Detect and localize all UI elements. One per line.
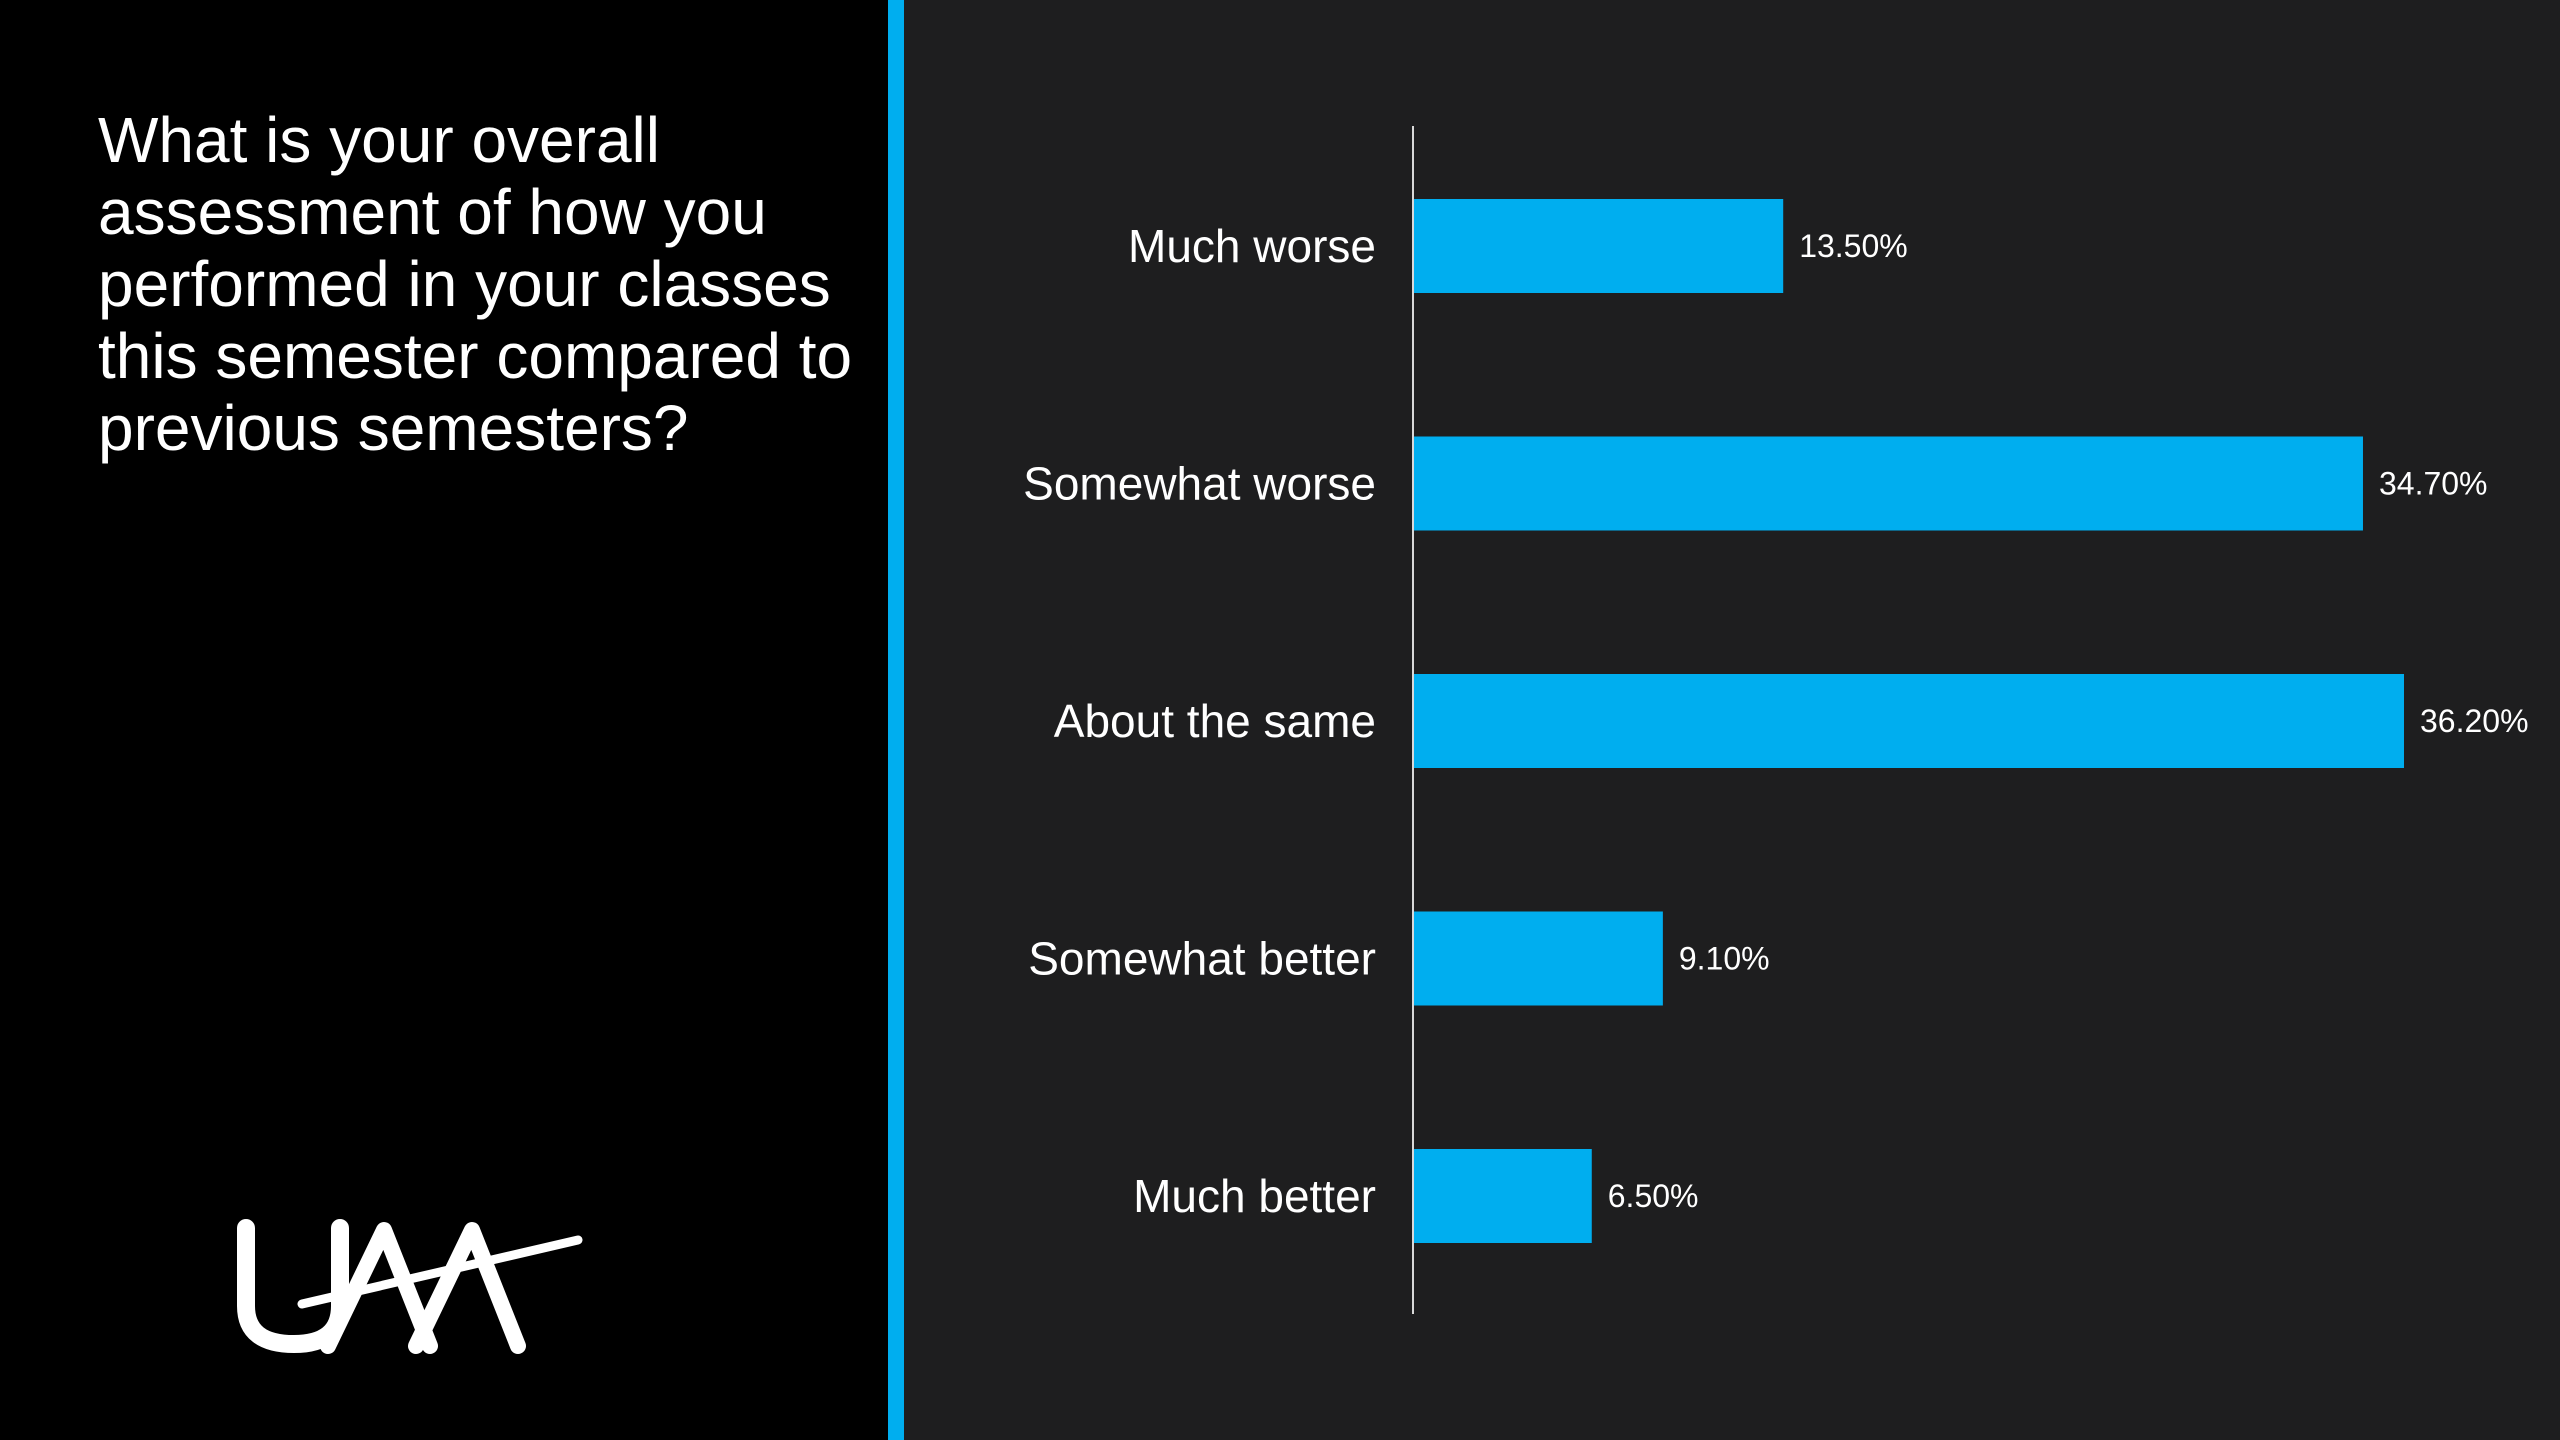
question-panel: What is your overall assessment of how y… bbox=[0, 0, 888, 1440]
bars-layer: Much worse 13.50% Somewhat worse 34.70% Abou… bbox=[1023, 199, 2529, 1243]
chart-panel: Much worse 13.50% Somewhat worse 34.70% Abou… bbox=[904, 0, 2560, 1440]
bar bbox=[1414, 1149, 1592, 1243]
bar bbox=[1414, 199, 1784, 293]
data-label: 13.50% bbox=[1799, 228, 1908, 264]
category-label: About the same bbox=[1054, 695, 1376, 747]
category-label: Somewhat worse bbox=[1023, 458, 1376, 510]
bar-chart: Much worse 13.50% Somewhat worse 34.70% Abou… bbox=[904, 0, 2560, 1440]
category-label: Much worse bbox=[1128, 220, 1376, 272]
accent-divider bbox=[888, 0, 904, 1440]
uaa-logo bbox=[237, 1219, 583, 1354]
bar bbox=[1414, 436, 2363, 531]
question-title: What is your overall assessment of how y… bbox=[98, 104, 853, 464]
bar bbox=[1414, 674, 2404, 768]
data-label: 36.20% bbox=[2420, 703, 2529, 739]
bar bbox=[1414, 911, 1663, 1006]
category-label: Much better bbox=[1133, 1170, 1376, 1222]
data-label: 34.70% bbox=[2379, 466, 2488, 502]
data-label: 9.10% bbox=[1679, 941, 1770, 977]
category-label: Somewhat better bbox=[1028, 933, 1376, 985]
data-label: 6.50% bbox=[1608, 1178, 1699, 1214]
